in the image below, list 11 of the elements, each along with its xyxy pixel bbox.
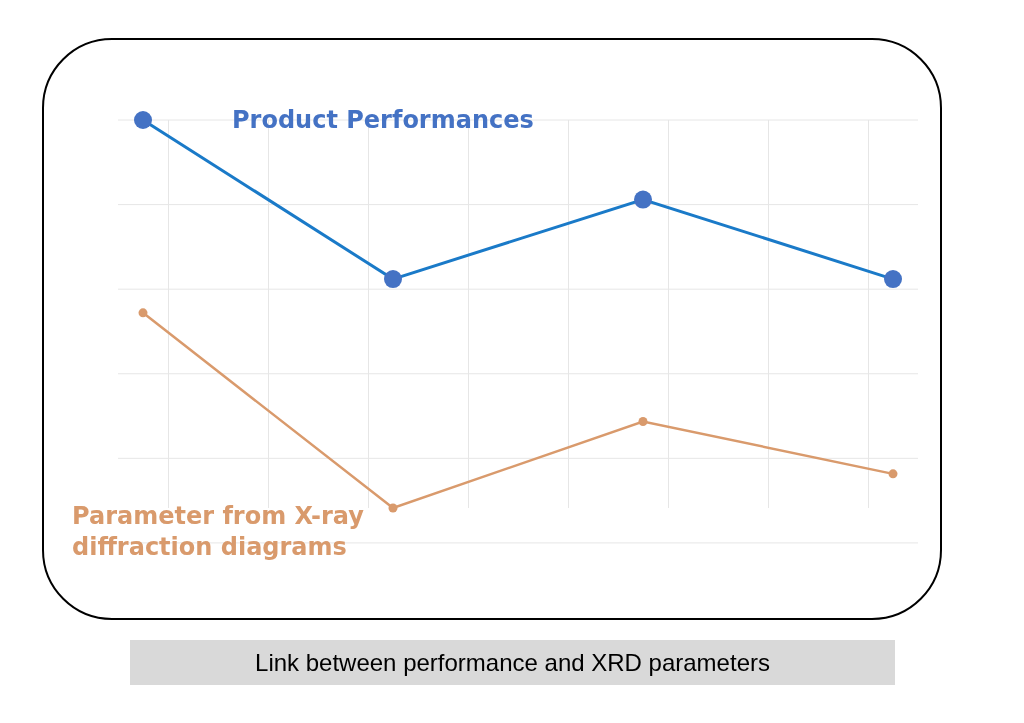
point <box>388 503 398 513</box>
point <box>384 270 402 289</box>
text: Link between performance and XRD parameters <box>130 640 895 685</box>
point <box>638 416 648 426</box>
point <box>138 308 148 318</box>
point <box>888 469 898 479</box>
point <box>634 190 652 209</box>
series-label: Product Performances <box>232 106 534 134</box>
point <box>134 111 152 129</box>
point <box>884 270 902 289</box>
series-label: Parameter from X-ray diffraction diagrams <box>72 502 365 562</box>
